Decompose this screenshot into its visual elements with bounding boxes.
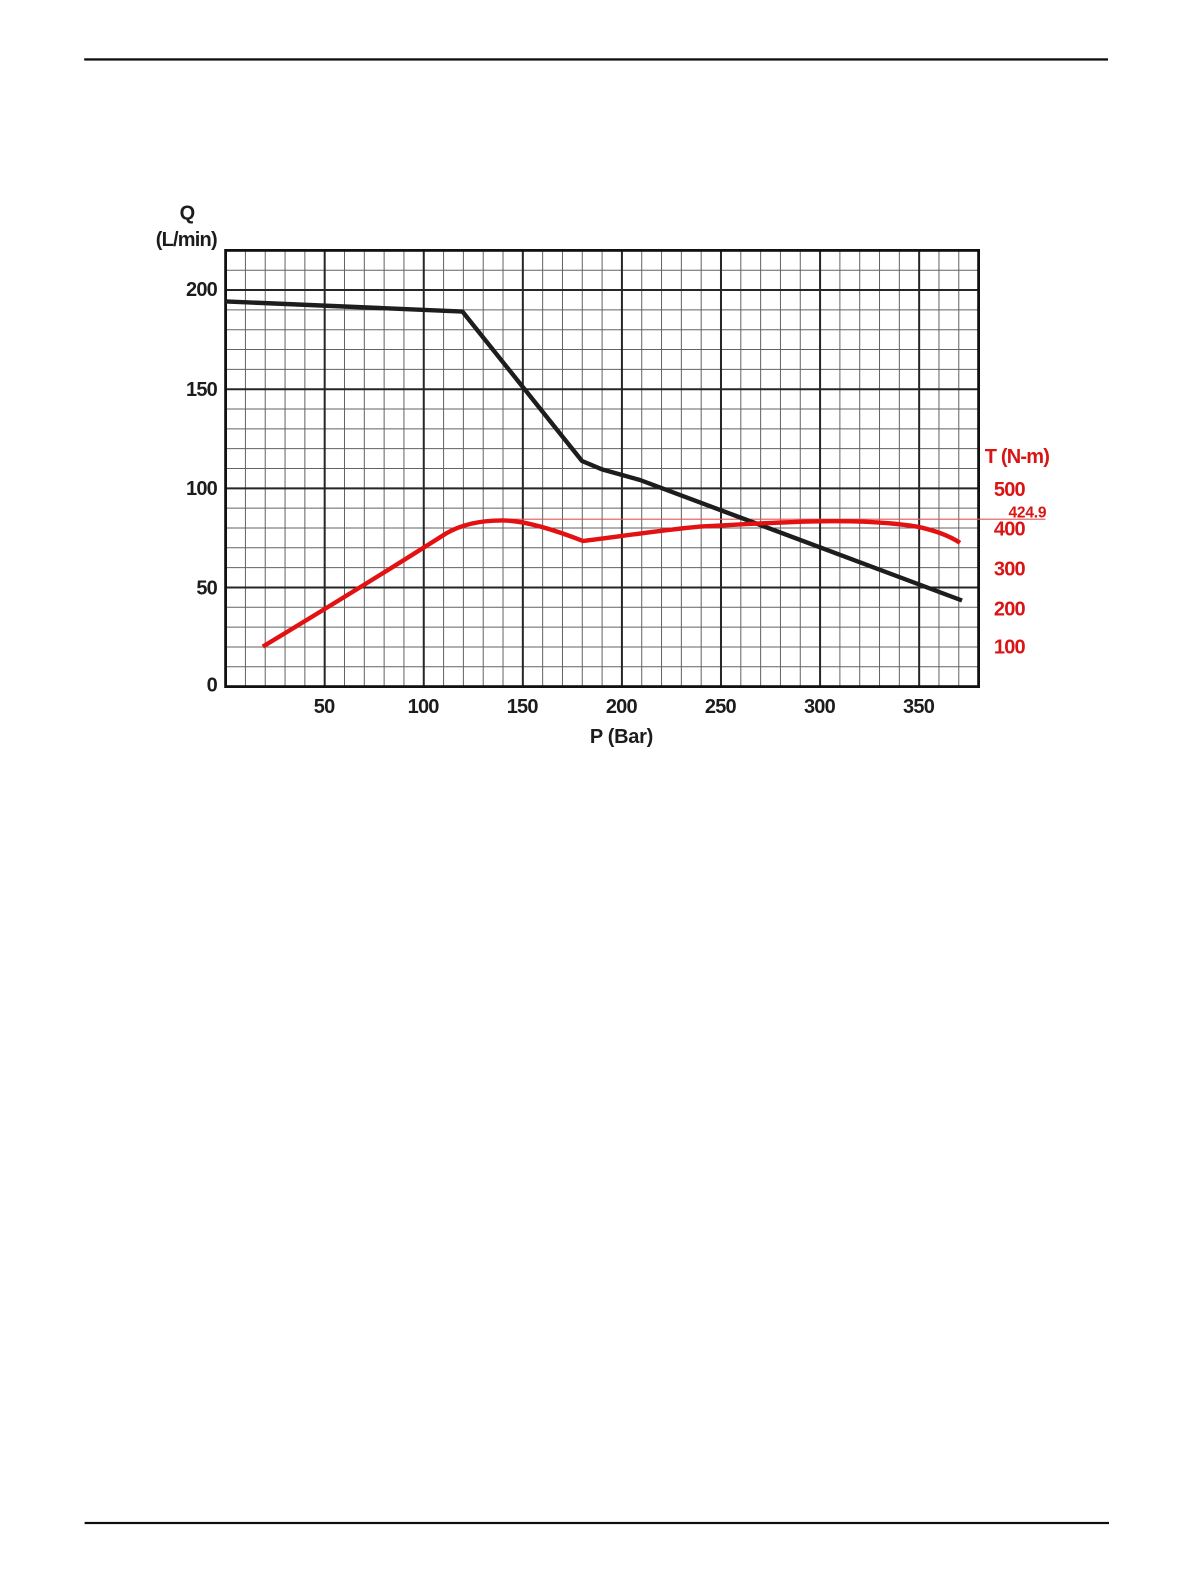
svg-text:100: 100 bbox=[994, 637, 1026, 659]
svg-text:300: 300 bbox=[804, 696, 836, 718]
svg-text:200: 200 bbox=[186, 279, 218, 301]
svg-text:100: 100 bbox=[186, 478, 218, 500]
svg-text:100: 100 bbox=[408, 696, 440, 718]
svg-text:424.9: 424.9 bbox=[1009, 505, 1047, 522]
svg-text:T (N-m): T (N-m) bbox=[985, 446, 1050, 468]
svg-text:50: 50 bbox=[196, 578, 217, 600]
svg-text:500: 500 bbox=[994, 479, 1026, 501]
svg-text:200: 200 bbox=[606, 696, 638, 718]
svg-text:400: 400 bbox=[994, 519, 1026, 541]
svg-text:200: 200 bbox=[994, 599, 1026, 621]
svg-text:250: 250 bbox=[705, 696, 737, 718]
svg-text:150: 150 bbox=[186, 379, 218, 401]
svg-text:0: 0 bbox=[207, 675, 218, 697]
svg-text:(L/min): (L/min) bbox=[156, 229, 217, 251]
svg-text:300: 300 bbox=[994, 558, 1026, 580]
svg-text:350: 350 bbox=[903, 696, 935, 718]
svg-text:Q: Q bbox=[180, 202, 195, 224]
svg-text:P (Bar): P (Bar) bbox=[590, 726, 653, 748]
svg-text:50: 50 bbox=[314, 696, 335, 718]
svg-text:150: 150 bbox=[507, 696, 539, 718]
